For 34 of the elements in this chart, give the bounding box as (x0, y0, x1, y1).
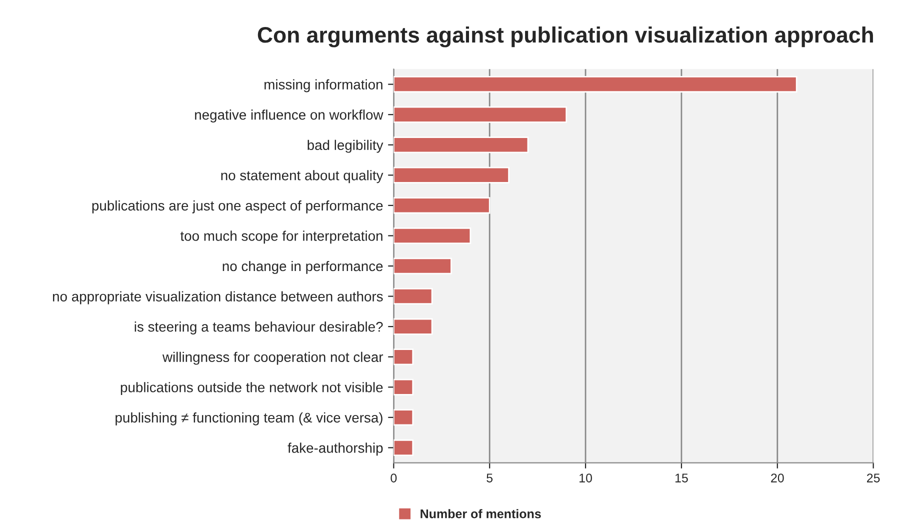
y-tick-label: publications are just one aspect of performance (92, 200, 383, 214)
y-tick-label: missing information (264, 79, 382, 92)
bar (394, 136, 529, 154)
bar (394, 378, 414, 396)
x-tick-label: 10 (580, 474, 592, 482)
bar (394, 439, 414, 456)
bar (394, 166, 510, 184)
x-tick-label: 25 (867, 474, 880, 482)
y-tick-label: bad legibility (308, 140, 384, 153)
bar (394, 76, 798, 93)
y-tick-label: publications outside the network not visible (120, 382, 383, 396)
legend-label: Number of mentions (420, 509, 541, 518)
y-tick-label: no appropriate visualization distance between authors (52, 291, 383, 304)
x-tick-label: 0 (390, 474, 397, 482)
y-tick-label: publishing ≠ functioning team (& vice versa) (116, 412, 382, 426)
bar (394, 409, 414, 426)
bar (394, 227, 472, 244)
bar (394, 348, 414, 366)
bar (394, 288, 433, 305)
y-tick-label: willingness for cooperation not clear (162, 352, 384, 365)
y-tick-label: fake-authorship (288, 442, 383, 456)
bar (394, 106, 568, 123)
x-tick-label: 5 (486, 474, 493, 482)
x-tick-label: 15 (675, 474, 688, 482)
bar (394, 258, 452, 274)
y-tick-label: is steering a teams behaviour desirable? (134, 322, 383, 334)
y-tick-label: no change in performance (222, 260, 383, 274)
chart-title: Con arguments against publication visualization approach (258, 26, 873, 48)
bar (394, 318, 433, 335)
y-tick-label: too much scope for interpretation (180, 230, 382, 244)
y-tick-label: no statement about quality (221, 170, 384, 184)
x-tick-label: 20 (771, 474, 784, 482)
bar (394, 197, 490, 214)
y-tick-label: negative influence on workflow (195, 110, 384, 122)
